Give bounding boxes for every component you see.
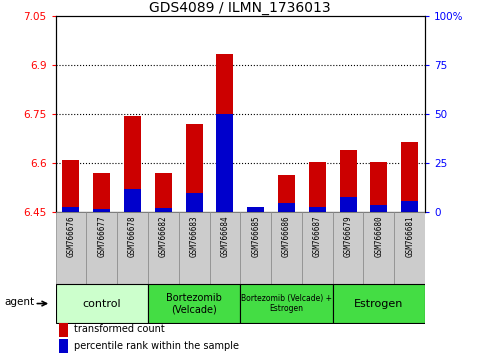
Bar — [59, 323, 69, 337]
Bar — [59, 339, 69, 353]
Text: GSM766686: GSM766686 — [282, 215, 291, 257]
Bar — [56, 212, 86, 287]
Bar — [247, 207, 264, 212]
Bar — [340, 150, 356, 212]
Bar — [56, 284, 148, 323]
Text: GSM766682: GSM766682 — [159, 215, 168, 257]
Bar — [394, 212, 425, 287]
Text: transformed count: transformed count — [74, 324, 165, 334]
Text: GSM766676: GSM766676 — [67, 215, 75, 257]
Text: GSM766684: GSM766684 — [220, 215, 229, 257]
Bar — [179, 212, 210, 287]
Bar — [62, 207, 79, 212]
Text: GSM766677: GSM766677 — [97, 215, 106, 257]
Text: GSM766681: GSM766681 — [405, 215, 414, 257]
Bar — [93, 173, 110, 212]
Bar — [62, 160, 79, 212]
Bar — [216, 53, 233, 212]
Text: GSM766685: GSM766685 — [251, 215, 260, 257]
Title: GDS4089 / ILMN_1736013: GDS4089 / ILMN_1736013 — [149, 1, 331, 15]
Bar — [240, 284, 333, 323]
Bar — [364, 212, 394, 287]
Bar — [370, 162, 387, 212]
Bar — [333, 284, 425, 323]
Bar — [86, 212, 117, 287]
Text: GSM766687: GSM766687 — [313, 215, 322, 257]
Text: Estrogen: Estrogen — [354, 298, 403, 309]
Bar — [333, 212, 364, 287]
Bar — [124, 189, 141, 212]
Bar — [155, 173, 172, 212]
Text: GSM766678: GSM766678 — [128, 215, 137, 257]
Bar — [370, 205, 387, 212]
Bar — [247, 207, 264, 212]
Bar — [117, 212, 148, 287]
Text: Bortezomib (Velcade) +
Estrogen: Bortezomib (Velcade) + Estrogen — [241, 294, 332, 313]
Bar — [401, 142, 418, 212]
Bar — [401, 201, 418, 212]
Text: GSM766679: GSM766679 — [343, 215, 353, 257]
Bar — [216, 114, 233, 212]
Bar — [185, 193, 202, 212]
Bar — [93, 210, 110, 212]
Text: agent: agent — [4, 297, 35, 307]
Bar — [309, 162, 326, 212]
Bar — [210, 212, 240, 287]
Text: Bortezomib
(Velcade): Bortezomib (Velcade) — [166, 293, 222, 314]
Bar — [302, 212, 333, 287]
Bar — [155, 209, 172, 212]
Text: GSM766680: GSM766680 — [374, 215, 384, 257]
Bar — [148, 212, 179, 287]
Bar — [278, 202, 295, 212]
Bar — [148, 284, 241, 323]
Bar — [278, 175, 295, 212]
Bar — [185, 124, 202, 212]
Bar — [340, 197, 356, 212]
Text: control: control — [83, 298, 121, 309]
Text: GSM766683: GSM766683 — [190, 215, 199, 257]
Bar — [240, 212, 271, 287]
Bar — [271, 212, 302, 287]
Bar — [124, 116, 141, 212]
Bar — [309, 206, 326, 212]
Text: percentile rank within the sample: percentile rank within the sample — [74, 341, 239, 351]
